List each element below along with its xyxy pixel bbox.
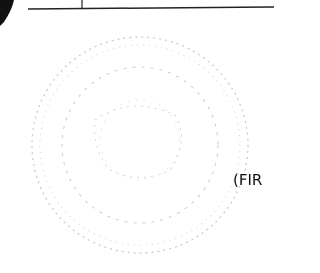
paper (0, 0, 274, 273)
fragment-text: (FIR (233, 171, 262, 189)
scan-fragment: (FIR (0, 0, 274, 273)
